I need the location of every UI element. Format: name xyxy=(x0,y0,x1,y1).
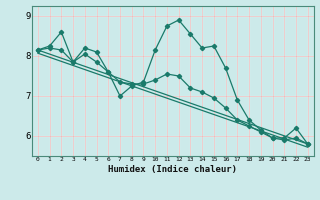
X-axis label: Humidex (Indice chaleur): Humidex (Indice chaleur) xyxy=(108,165,237,174)
